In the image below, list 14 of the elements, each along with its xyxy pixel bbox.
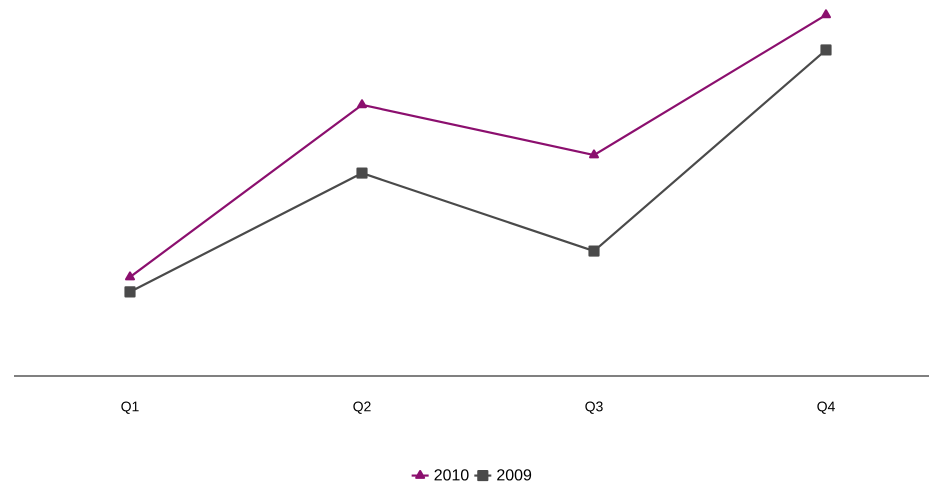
point — [820, 44, 832, 56]
x-tick-label: Q3 — [585, 402, 603, 414]
point — [124, 286, 136, 298]
point — [357, 99, 367, 108]
legend-label: 2009 — [497, 469, 532, 481]
point — [589, 149, 599, 158]
x-tick-label: Q1 — [121, 402, 139, 414]
point — [356, 168, 368, 179]
point — [588, 245, 600, 257]
x-tick-label: Q4 — [817, 402, 835, 414]
x-tick-label: Q2 — [353, 402, 371, 414]
point — [821, 9, 831, 18]
legend-label: 2010 — [434, 469, 469, 481]
point — [125, 271, 135, 280]
